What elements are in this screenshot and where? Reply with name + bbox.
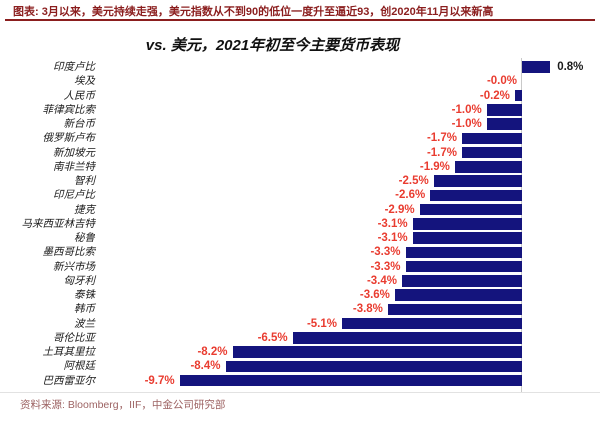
category-label: 秘鲁 xyxy=(74,232,95,244)
value-label: -2.5% xyxy=(398,175,429,187)
value-label: -1.0% xyxy=(451,103,482,116)
value-label: 0.8% xyxy=(557,61,584,73)
bar xyxy=(225,360,522,373)
chart-row: 新台币 -1.0% xyxy=(0,117,600,131)
category-label: 智利 xyxy=(74,175,95,187)
chart-row: 土耳其里拉 -8.2% xyxy=(0,345,600,359)
value-label: -6.5% xyxy=(257,331,288,344)
category-label: 人民币 xyxy=(63,89,96,102)
bar xyxy=(486,104,522,116)
chart-row: 印度卢比 0.8% xyxy=(0,60,600,74)
value-label: -1.7% xyxy=(426,132,457,145)
chart-title: vs. 美元，2021年初至今主要货币表现 xyxy=(145,37,400,54)
footer-divider xyxy=(0,392,600,393)
category-label: 马来西亚林吉特 xyxy=(21,217,96,230)
caption-underline xyxy=(5,19,595,21)
bar xyxy=(394,289,522,301)
category-label: 巴西雷亚尔 xyxy=(42,374,96,387)
chart-row: 波兰 -5.1% xyxy=(0,317,600,331)
value-label: -3.1% xyxy=(377,217,408,230)
value-label: -3.6% xyxy=(359,289,390,301)
chart-row: 匈牙利 -3.4% xyxy=(0,274,600,288)
value-label: -8.4% xyxy=(190,360,221,373)
chart-row: 阿根廷 -8.4% xyxy=(0,359,600,373)
bar xyxy=(433,175,523,187)
value-label: -0.2% xyxy=(479,89,510,102)
bar xyxy=(486,118,522,130)
bar xyxy=(402,275,522,287)
value-label: -1.9% xyxy=(419,160,450,173)
bar xyxy=(405,260,522,273)
category-label: 印尼卢比 xyxy=(53,189,95,202)
category-label: 哥伦比亚 xyxy=(53,331,95,344)
category-label: 南非兰特 xyxy=(53,160,95,173)
chart-row: 马来西亚林吉特 -3.1% xyxy=(0,217,600,231)
bar xyxy=(232,346,522,358)
category-label: 阿根廷 xyxy=(63,360,96,373)
figure-caption: 图表: 3月以来，美元持续走强，美元指数从不到90的低位一度升至逼近93，创20… xyxy=(13,6,494,18)
bar xyxy=(419,203,522,216)
chart-row: 哥伦比亚 -6.5% xyxy=(0,331,600,345)
bar xyxy=(342,317,522,330)
chart-row: 菲律宾比索 -1.0% xyxy=(0,103,600,117)
chart-row: 俄罗斯卢布 -1.7% xyxy=(0,131,600,145)
value-label: -3.3% xyxy=(370,260,401,273)
bar xyxy=(292,332,522,344)
category-label: 匈牙利 xyxy=(63,274,96,287)
bar xyxy=(179,374,522,387)
bar xyxy=(387,303,522,316)
value-label: -9.7% xyxy=(144,374,175,387)
value-label: -3.3% xyxy=(370,246,401,259)
category-label: 俄罗斯卢布 xyxy=(42,132,96,145)
bar xyxy=(412,232,522,244)
bar xyxy=(430,189,522,202)
value-label: -0.0% xyxy=(486,75,517,88)
chart-row: 秘鲁 -3.1% xyxy=(0,231,600,245)
chart-row: 新加坡元 -1.7% xyxy=(0,146,600,160)
chart-row: 南非兰特 -1.9% xyxy=(0,160,600,174)
bar xyxy=(405,246,522,259)
value-label: -8.2% xyxy=(197,346,228,358)
bar xyxy=(514,89,522,102)
source-note: 资料来源: Bloomberg，IIF，中金公司研究部 xyxy=(20,399,226,411)
bar xyxy=(412,218,522,230)
chart-row: 新兴市场 -3.3% xyxy=(0,260,600,274)
chart-row: 印尼卢比 -2.6% xyxy=(0,188,600,202)
bar-chart: 印度卢比 0.8% 埃及 -0.0% 人民币 -0.2% 菲律宾比索 -1.0% 新台币 -1.0… xyxy=(0,58,600,392)
category-label: 波兰 xyxy=(74,317,95,330)
value-label: -1.0% xyxy=(451,118,482,130)
value-label: -3.8% xyxy=(352,303,383,316)
category-label: 印度卢比 xyxy=(53,61,95,73)
chart-row: 巴西雷亚尔 -9.7% xyxy=(0,374,600,388)
chart-rows: 印度卢比 0.8% 埃及 -0.0% 人民币 -0.2% 菲律宾比索 -1.0% 新台币 -1.0… xyxy=(0,60,600,388)
bar xyxy=(462,132,522,145)
category-label: 墨西哥比索 xyxy=(42,246,96,259)
category-label: 土耳其里拉 xyxy=(42,346,96,358)
category-label: 新兴市场 xyxy=(53,260,95,273)
value-label: -5.1% xyxy=(306,317,337,330)
chart-row: 埃及 -0.0% xyxy=(0,74,600,88)
value-label: -2.6% xyxy=(395,189,426,202)
category-label: 新台币 xyxy=(63,118,96,130)
value-label: -3.1% xyxy=(377,232,408,244)
chart-row: 人民币 -0.2% xyxy=(0,89,600,103)
bar xyxy=(522,61,551,73)
chart-row: 墨西哥比索 -3.3% xyxy=(0,245,600,259)
category-label: 埃及 xyxy=(74,75,95,88)
value-label: -2.9% xyxy=(384,203,415,216)
value-label: -3.4% xyxy=(366,274,397,287)
bar xyxy=(454,161,522,173)
category-label: 捷克 xyxy=(74,203,95,216)
category-label: 新加坡元 xyxy=(53,146,95,159)
category-label: 菲律宾比索 xyxy=(42,103,96,116)
chart-row: 泰铢 -3.6% xyxy=(0,288,600,302)
chart-row: 韩币 -3.8% xyxy=(0,302,600,316)
bar xyxy=(462,146,522,159)
category-label: 泰铢 xyxy=(74,289,95,301)
category-label: 韩币 xyxy=(74,303,95,316)
chart-row: 捷克 -2.9% xyxy=(0,203,600,217)
chart-row: 智利 -2.5% xyxy=(0,174,600,188)
value-label: -1.7% xyxy=(426,146,457,159)
